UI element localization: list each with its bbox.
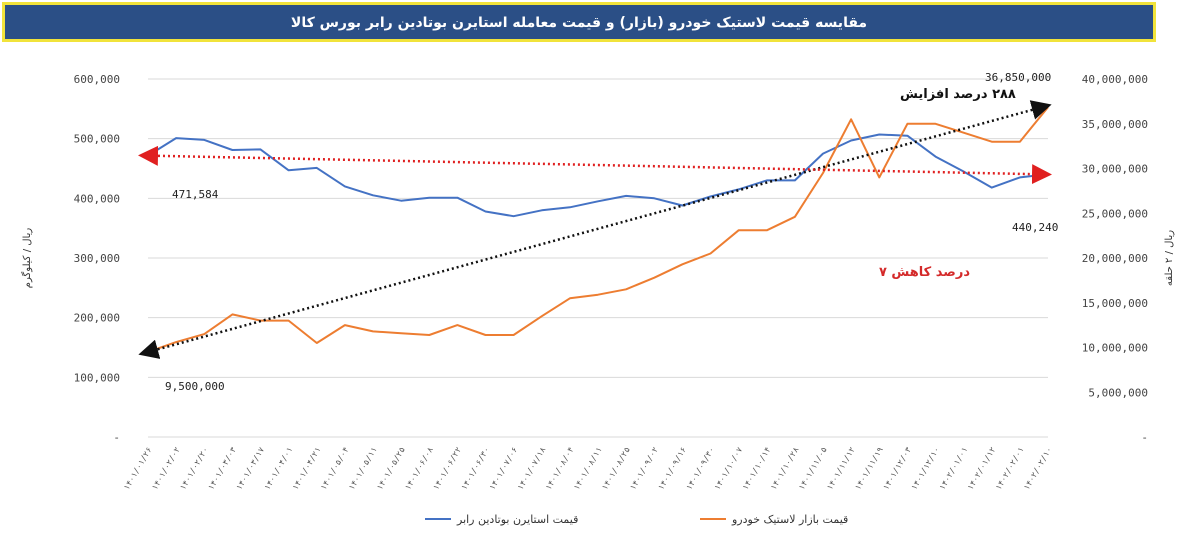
trend-sbr-note: ۷ درصد کاهش xyxy=(879,265,970,280)
x-tick-label: ۱۴۰۱/۰۷/۱۸ xyxy=(516,445,548,491)
right-tick-label: 5,000,000 xyxy=(1088,386,1148,399)
trend-rubber-end-label: 36,850,000 xyxy=(985,71,1051,84)
x-tick-label: ۱۴۰۱/۰۵/۲۵ xyxy=(375,445,407,491)
x-tick-label: ۱۴۰۲/۰۱/۰۱ xyxy=(937,446,969,492)
x-tick-label: ۱۴۰۱/۰۷/۰۶ xyxy=(487,446,519,492)
trendlines xyxy=(138,100,1052,359)
x-tick-label: ۱۴۰۱/۰۸/۲۵ xyxy=(600,445,632,491)
chart-title: مقایسه قیمت لاستیک خودرو (بازار) و قیمت … xyxy=(290,15,868,31)
x-tick-label: ۱۴۰۱/۱۲/۱۰ xyxy=(909,446,941,492)
x-tick-label: ۱۴۰۱/۰۸/۰۴ xyxy=(544,445,576,491)
x-tick-label: ۱۴۰۱/۱۱/۰۵ xyxy=(797,445,829,491)
grid-lines xyxy=(148,78,1048,438)
right-tick-label: 15,000,000 xyxy=(1082,297,1148,310)
right-tick-label: 20,000,000 xyxy=(1082,252,1148,265)
x-tick-label: ۱۴۰۱/۱۰/۱۴ xyxy=(741,445,773,491)
trend-rubber-note: ۲۸۸ درصد افزایش xyxy=(900,87,1016,102)
x-tick-label: ۱۴۰۱/۰۳/۱۷ xyxy=(234,445,266,491)
x-tick-label: ۱۴۰۱/۰۹/۳۰ xyxy=(684,446,716,492)
x-tick-label: ۱۴۰۱/۰۶/۳۰ xyxy=(459,446,491,492)
x-tick-label: ۱۴۰۱/۰۶/۰۸ xyxy=(403,445,435,491)
x-tick-label: ۱۴۰۱/۰۵/۰۴ xyxy=(319,445,351,491)
x-tick-label: ۱۴۰۱/۰۸/۱۱ xyxy=(572,446,604,492)
right-tick-label: 40,000,000 xyxy=(1082,73,1148,86)
left-axis-title: ریال / کیلوگرم xyxy=(21,228,33,289)
x-tick-label: ۱۴۰۲/۰۲/۰۱ xyxy=(994,446,1026,492)
right-tick-label: 25,000,000 xyxy=(1082,207,1148,220)
left-tick-label: 300,000 xyxy=(74,252,120,265)
x-tick-label: ۱۴۰۱/۱۲/۰۳ xyxy=(881,445,913,491)
x-tick-label: ۱۴۰۱/۰۴/۰۱ xyxy=(262,446,294,492)
x-tick-label: ۱۴۰۱/۱۱/۱۹ xyxy=(853,445,885,491)
x-tick-label: ۱۴۰۱/۰۲/۲۰ xyxy=(178,446,210,492)
legend-label-sbr-price: قیمت استایرن بوتادین رابر xyxy=(456,513,578,526)
trend-sbr-end-label: 440,240 xyxy=(1012,221,1058,234)
x-tick-label: ۱۴۰۱/۰۵/۱۱ xyxy=(347,446,379,492)
x-tick-label: ۱۴۰۱/۰۱/۲۶ xyxy=(122,446,154,492)
right-axis-title: ریال / ۲ حلقه xyxy=(1164,230,1175,286)
trendline-sbr-price xyxy=(138,145,1052,185)
trendline-rubber-price xyxy=(138,100,1052,359)
right-axis-ticks: - 5,000,000 10,000,000 15,000,000 20,000,000… xyxy=(1082,73,1148,444)
x-axis-ticks: ۱۴۰۱/۰۱/۲۶۱۴۰۱/۰۲/۰۲۱۴۰۱/۰۲/۲۰۱۴۰۱/۰۳/۰۳… xyxy=(122,445,1054,491)
x-tick-label: ۱۴۰۱/۰۹/۰۲ xyxy=(628,445,660,491)
x-tick-label: ۱۴۰۱/۱۰/۰۷ xyxy=(712,445,744,491)
left-tick-label: - xyxy=(113,431,120,444)
x-tick-label: ۱۴۰۱/۰۳/۰۳ xyxy=(206,445,238,491)
left-axis-ticks: - 100,000 200,000 300,000 400,000 500,000 600,… xyxy=(74,73,120,444)
trend-rubber-start-label: 9,500,000 xyxy=(165,380,225,393)
trend-sbr-start-label: 471,584 xyxy=(172,188,219,201)
left-tick-label: 200,000 xyxy=(74,312,120,325)
x-tick-label: ۱۴۰۱/۰۹/۱۶ xyxy=(656,446,688,492)
legend-label-rubber-price: قیمت بازار لاستیک خودرو xyxy=(731,513,848,526)
left-tick-label: 500,000 xyxy=(74,133,120,146)
right-tick-label: 35,000,000 xyxy=(1082,118,1148,131)
right-tick-label: - xyxy=(1141,431,1148,444)
series-line-sbr-price xyxy=(147,133,1049,218)
x-tick-label: ۱۴۰۱/۱۱/۱۲ xyxy=(825,445,857,491)
left-tick-label: 100,000 xyxy=(74,371,120,384)
right-tick-label: 10,000,000 xyxy=(1082,342,1148,355)
left-tick-label: 600,000 xyxy=(74,73,120,86)
x-tick-label: ۱۴۰۱/۰۲/۰۲ xyxy=(150,445,182,491)
x-tick-label: ۱۴۰۲/۰۲/۱۰ xyxy=(1022,446,1054,492)
x-tick-label: ۱۴۰۱/۱۰/۲۸ xyxy=(769,445,801,491)
legend: قیمت بازار لاستیک خودرو قیمت استایرن بوت… xyxy=(425,513,848,526)
x-tick-label: ۱۴۰۱/۰۴/۲۱ xyxy=(291,446,323,492)
left-tick-label: 400,000 xyxy=(74,192,120,205)
x-tick-label: ۱۴۰۲/۰۱/۱۲ xyxy=(966,445,998,491)
chart-title-bar: مقایسه قیمت لاستیک خودرو (بازار) و قیمت … xyxy=(2,2,1156,42)
right-tick-label: 30,000,000 xyxy=(1082,163,1148,176)
x-tick-label: ۱۴۰۱/۰۶/۲۲ xyxy=(431,445,463,491)
